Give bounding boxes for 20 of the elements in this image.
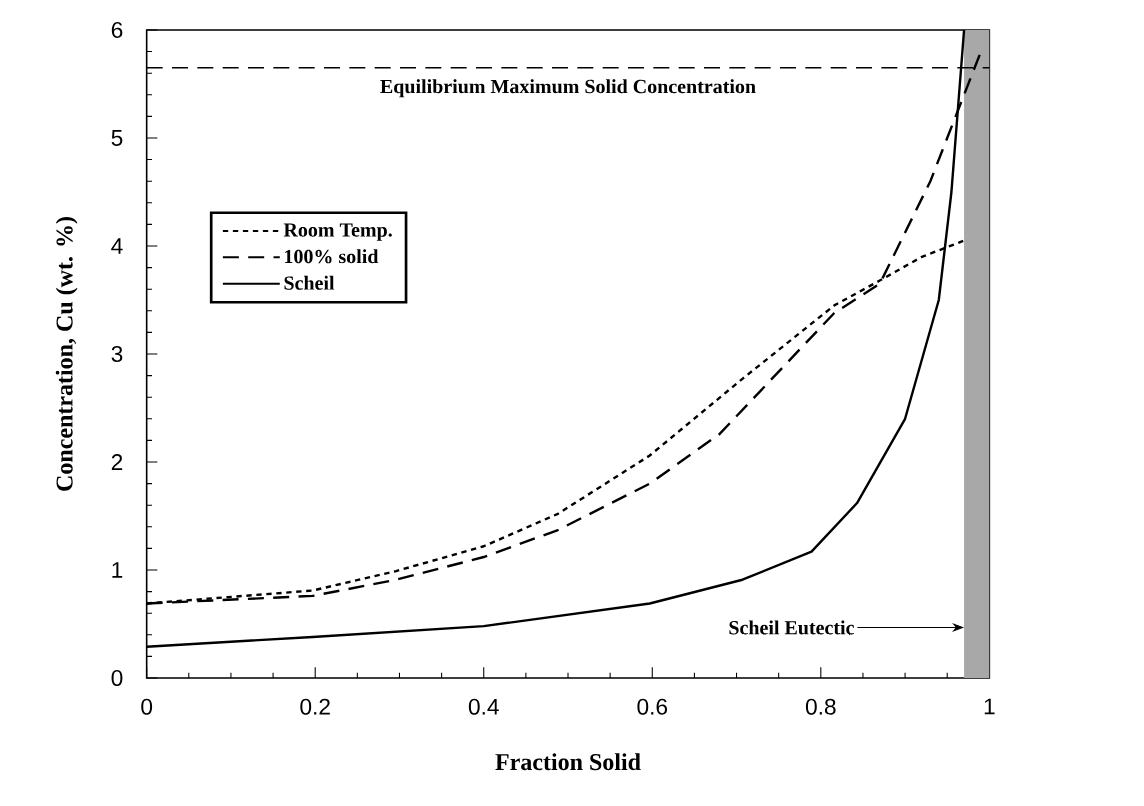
- y-tick-label: 3: [111, 345, 123, 363]
- x-axis-title: Fraction Solid: [495, 753, 641, 771]
- legend-label: Scheil: [284, 275, 335, 290]
- x-tick-label: 0.2: [300, 698, 330, 715]
- ref-line-label: Equilibrium Maximum Solid Concentration: [380, 79, 756, 98]
- y-tick-label: 6: [111, 21, 123, 39]
- y-tick-label: 1: [112, 562, 123, 578]
- y-tick-label: 2: [111, 454, 123, 470]
- x-tick-label: 0.6: [637, 698, 668, 715]
- band-label: Scheil Eutectic: [729, 620, 854, 635]
- legend-label: Room Temp.: [283, 223, 392, 241]
- y-tick-label: 0: [111, 669, 123, 687]
- x-tick-label: 0.4: [468, 698, 499, 715]
- y-axis-title: Concentration, Cu (wt. %): [55, 217, 78, 491]
- legend-label: 100% solid: [285, 249, 379, 264]
- y-tick-label: 5: [111, 130, 123, 146]
- y-tick-label: 4: [111, 238, 123, 254]
- x-tick-label: 0: [141, 698, 153, 715]
- x-tick-label: 1: [984, 698, 995, 715]
- x-tick-label: 0.8: [805, 698, 836, 715]
